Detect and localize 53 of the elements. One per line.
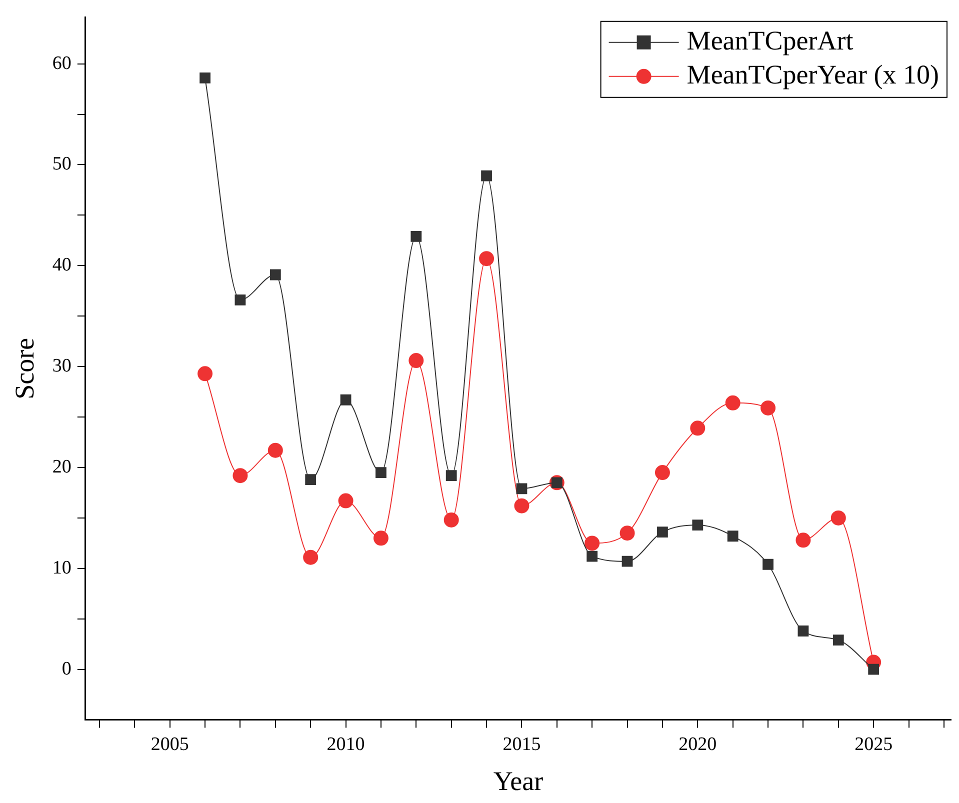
point	[444, 512, 459, 528]
point	[408, 353, 424, 368]
point	[514, 498, 530, 514]
point	[727, 530, 738, 542]
y-tick-label: 60	[52, 52, 72, 74]
point	[305, 474, 316, 486]
point	[234, 294, 246, 306]
point	[232, 468, 248, 484]
y-tick-label: 10	[52, 557, 72, 578]
point	[338, 493, 354, 508]
x-tick-label: 2025	[854, 734, 893, 756]
point	[832, 634, 844, 646]
point	[200, 72, 210, 84]
x-tick-label: 2015	[502, 734, 541, 756]
point	[622, 556, 633, 567]
x-axis-title: Year	[493, 766, 544, 796]
point	[690, 420, 706, 436]
point	[586, 550, 598, 562]
point	[410, 230, 422, 242]
point	[340, 394, 352, 406]
y-tick-label: 30	[52, 356, 72, 377]
point	[760, 400, 776, 416]
point	[830, 510, 846, 526]
legend-label: MeanTCperYear (x 10)	[686, 59, 940, 90]
legend-label: MeanTCperArt	[686, 25, 854, 56]
point	[268, 442, 283, 458]
x-tick-label: 2005	[150, 734, 189, 756]
point	[516, 483, 528, 494]
y-tick-label: 0	[62, 658, 72, 680]
point	[198, 366, 213, 382]
point	[868, 664, 880, 675]
y-tick-label: 50	[52, 154, 72, 175]
point	[584, 536, 600, 551]
x-tick-label: 2010	[326, 734, 365, 756]
point	[796, 532, 811, 548]
point	[725, 395, 740, 410]
point	[270, 269, 281, 280]
y-tick-label: 20	[52, 456, 72, 478]
point	[654, 465, 670, 480]
point	[373, 530, 388, 546]
x-tick-label: 2020	[678, 734, 717, 756]
point	[376, 467, 386, 478]
point	[479, 251, 494, 266]
point	[692, 520, 704, 530]
point	[620, 526, 635, 541]
y-tick-label: 40	[52, 254, 72, 276]
point	[798, 626, 809, 636]
point	[762, 558, 774, 570]
y-axis-title: Score	[9, 338, 40, 400]
point	[657, 526, 668, 538]
point	[446, 470, 457, 482]
point	[481, 170, 492, 182]
point	[303, 550, 318, 565]
